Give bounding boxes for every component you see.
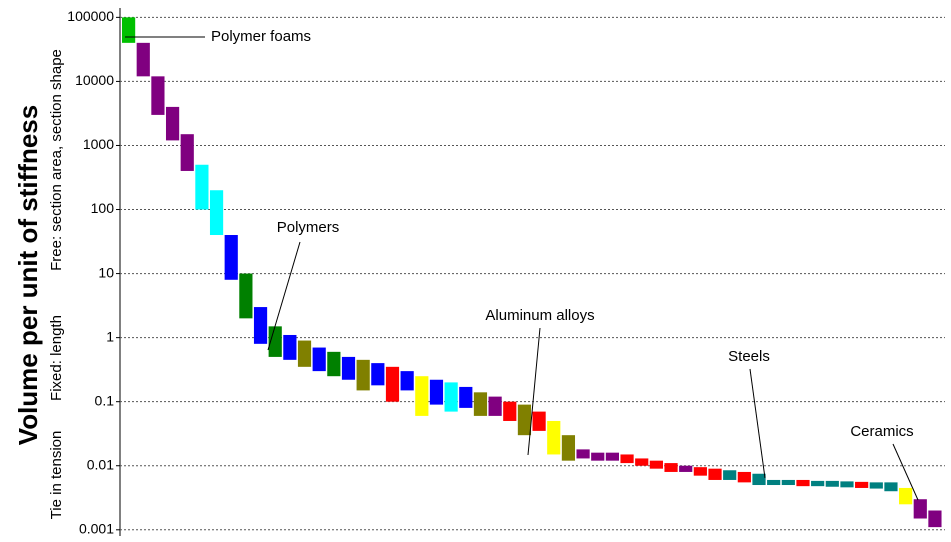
annotation-pointer (892, 443, 919, 501)
material-range (811, 480, 825, 487)
y-tick-label: 1000 (83, 136, 114, 152)
material-range (473, 392, 488, 416)
material-range (591, 452, 605, 461)
material-range (415, 376, 429, 416)
material-range (385, 366, 400, 402)
y-axis-note: Tie in tension (48, 431, 65, 520)
material-range (781, 479, 795, 486)
material-range (928, 510, 942, 528)
material-range (429, 379, 444, 405)
material-range (723, 470, 737, 480)
material-range (136, 42, 150, 77)
material-range (195, 164, 209, 210)
material-range (869, 482, 883, 489)
material-range (400, 371, 414, 391)
y-tick-label: 10000 (75, 72, 114, 88)
material-range (268, 326, 282, 357)
material-range (708, 468, 722, 480)
material-range (327, 351, 341, 377)
material-range (532, 411, 546, 431)
material-range (151, 76, 165, 115)
y-tick-label: 1 (106, 328, 114, 344)
material-range (180, 134, 194, 171)
material-range (503, 401, 517, 421)
material-range (840, 481, 854, 488)
y-tick-label: 100 (91, 200, 115, 216)
material-range (825, 480, 839, 487)
annotation-pointer (527, 327, 541, 456)
material-range (459, 386, 473, 408)
material-range (517, 404, 532, 436)
material-range (239, 273, 253, 319)
material-range (913, 499, 927, 519)
y-tick-label: 0.001 (79, 520, 114, 536)
material-range (679, 465, 693, 472)
material-range (620, 454, 634, 464)
material-range (576, 449, 590, 459)
y-axis-label: Volume per unit of stiffness (13, 105, 43, 445)
material-range (371, 363, 385, 386)
material-range (341, 356, 356, 380)
annotation-pointer (749, 368, 766, 479)
material-range (737, 471, 751, 483)
material-range (488, 396, 502, 416)
annotation: Aluminum alloys (485, 307, 594, 324)
material-range (297, 340, 312, 367)
annotation: Polymers (277, 219, 340, 236)
y-axis-note: Free: section area, section shape (48, 49, 65, 271)
annotation: Ceramics (850, 423, 913, 440)
annotation: Steels (728, 348, 770, 365)
material-range (635, 458, 649, 466)
material-range (224, 235, 238, 280)
material-range (899, 487, 913, 505)
material-range (884, 482, 898, 492)
material-range (649, 460, 663, 469)
material-range (664, 463, 678, 472)
material-range (209, 190, 224, 236)
y-tick-label: 100000 (67, 8, 114, 24)
y-tick-label: 0.01 (87, 456, 114, 472)
material-range (767, 479, 781, 486)
y-axis-note: Fixed: length (48, 315, 65, 401)
material-range (444, 382, 458, 412)
material-range (752, 473, 766, 486)
y-tick-label: 0.1 (95, 392, 115, 408)
annotation-pointer (267, 241, 301, 351)
material-range (855, 481, 869, 488)
material-range (547, 420, 561, 455)
annotation: Polymer foams (211, 28, 311, 45)
material-range (165, 106, 180, 141)
material-range (796, 479, 810, 487)
material-range (693, 467, 707, 476)
material-range (561, 435, 576, 461)
material-range (283, 334, 297, 360)
material-range (312, 347, 326, 372)
material-range (253, 307, 268, 344)
material-range (605, 452, 619, 461)
material-range (122, 17, 136, 43)
y-tick-label: 10 (98, 264, 114, 280)
material-range (356, 359, 370, 391)
